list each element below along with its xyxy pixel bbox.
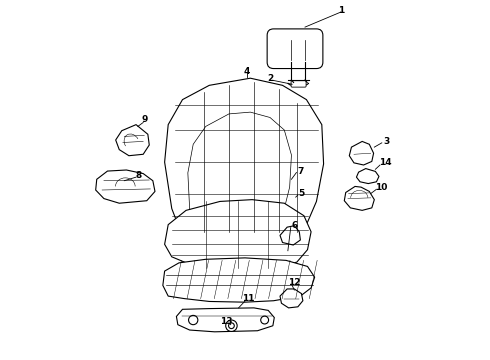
FancyBboxPatch shape — [291, 81, 306, 87]
Circle shape — [189, 315, 198, 325]
Text: 1: 1 — [338, 6, 344, 15]
Text: 12: 12 — [288, 278, 300, 287]
Circle shape — [261, 316, 269, 324]
Text: 5: 5 — [298, 189, 305, 198]
Polygon shape — [163, 258, 315, 302]
Text: 3: 3 — [383, 137, 389, 146]
Polygon shape — [349, 141, 373, 165]
Text: 6: 6 — [291, 221, 297, 230]
Text: 2: 2 — [268, 74, 274, 83]
Polygon shape — [280, 226, 300, 245]
Text: 4: 4 — [244, 67, 250, 76]
Text: 13: 13 — [220, 316, 233, 325]
Text: 14: 14 — [379, 158, 392, 167]
Circle shape — [228, 323, 234, 329]
Polygon shape — [344, 186, 374, 210]
Polygon shape — [176, 308, 274, 332]
Text: 9: 9 — [141, 116, 147, 125]
Polygon shape — [165, 200, 311, 269]
Polygon shape — [356, 168, 379, 184]
Text: 8: 8 — [135, 171, 142, 180]
FancyBboxPatch shape — [267, 29, 323, 68]
Circle shape — [226, 320, 237, 332]
Polygon shape — [280, 289, 303, 308]
Text: 7: 7 — [297, 167, 304, 176]
Text: 11: 11 — [242, 294, 254, 303]
Text: 10: 10 — [375, 183, 388, 192]
Polygon shape — [165, 78, 323, 239]
Polygon shape — [116, 125, 149, 156]
Polygon shape — [96, 170, 155, 203]
